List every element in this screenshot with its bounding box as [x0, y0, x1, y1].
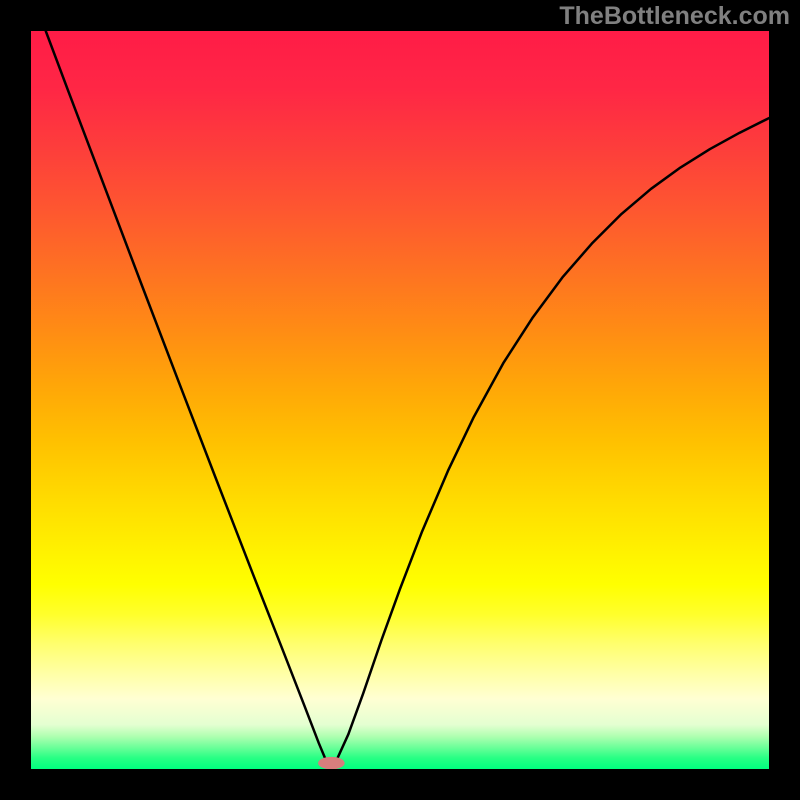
chart-plot-area [31, 31, 769, 769]
watermark-label: TheBottleneck.com [559, 2, 790, 30]
bottleneck-chart: TheBottleneck.com [0, 0, 800, 800]
optimal-point-marker [318, 757, 345, 770]
